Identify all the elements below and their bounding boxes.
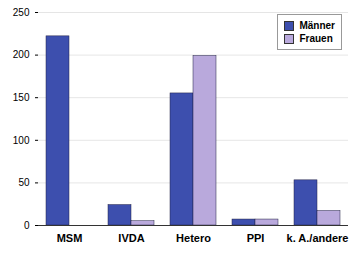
svg-text:k. A./andere: k. A./andere	[287, 232, 349, 244]
svg-text:200: 200	[13, 49, 30, 60]
svg-text:50: 50	[18, 177, 30, 188]
html-text:Männer: Männer	[299, 20, 335, 31]
svg-text:250: 250	[13, 7, 30, 18]
svg-text:0: 0	[24, 220, 30, 231]
svg-text:Hetero: Hetero	[176, 232, 211, 244]
svg-text:150: 150	[13, 92, 30, 103]
svg-text:MSM: MSM	[57, 232, 83, 244]
svg-text:IVDA: IVDA	[118, 232, 144, 244]
svg-text:PPI: PPI	[247, 232, 265, 244]
svg-text:100: 100	[13, 135, 30, 146]
html-text:Frauen: Frauen	[299, 33, 333, 44]
